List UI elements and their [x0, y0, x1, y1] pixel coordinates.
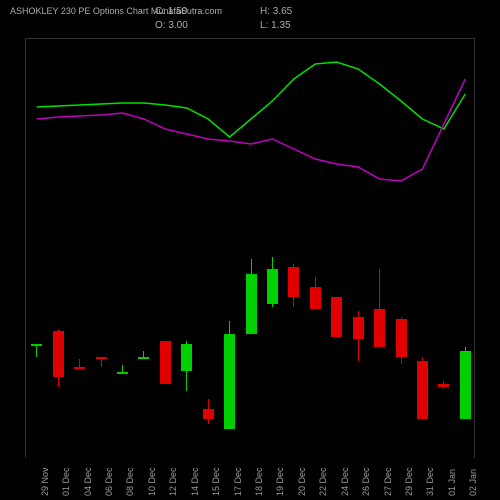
x-axis-label: 01 Dec [61, 467, 71, 496]
chart-area [25, 38, 475, 458]
x-axis-label: 24 Dec [340, 467, 350, 496]
ohlc-close: C: 1.50 [155, 6, 187, 17]
x-axis-label: 18 Dec [254, 467, 264, 496]
x-axis: 29 Nov 01 Dec 04 Dec 06 Dec 08 Dec 10 Dec 12 D… [25, 458, 475, 500]
ohlc-low: L: 1.35 [260, 20, 291, 31]
x-axis-label: 29 Nov [40, 467, 50, 496]
x-axis-label: 06 Dec [104, 467, 114, 496]
indicator-line-green [37, 62, 466, 137]
ohlc-open: O: 3.00 [155, 20, 188, 31]
x-axis-label: 01 Jan [447, 469, 457, 496]
x-axis-label: 19 Dec [275, 467, 285, 496]
indicator-line-magenta [37, 79, 466, 181]
chart-container: ASHOKLEY 230 PE Options Chart MunafaSutr… [0, 0, 500, 500]
chart-title: ASHOKLEY 230 PE Options Chart MunafaSutr… [10, 6, 222, 16]
x-axis-label: 20 Dec [297, 467, 307, 496]
x-axis-label: 27 Dec [383, 467, 393, 496]
x-axis-label: 12 Dec [168, 467, 178, 496]
x-axis-label: 04 Dec [83, 467, 93, 496]
x-axis-label: 17 Dec [233, 467, 243, 496]
ohlc-high: H: 3.65 [260, 6, 292, 17]
x-axis-label: 08 Dec [125, 467, 135, 496]
candlestick-series [26, 239, 476, 459]
x-axis-label: 29 Dec [404, 467, 414, 496]
x-axis-label: 26 Dec [361, 467, 371, 496]
x-axis-label: 14 Dec [190, 467, 200, 496]
x-axis-label: 10 Dec [147, 467, 157, 496]
indicator-lines [26, 39, 476, 219]
x-axis-label: 02 Jan [468, 469, 478, 496]
x-axis-label: 15 Dec [211, 467, 221, 496]
x-axis-label: 31 Dec [425, 467, 435, 496]
x-axis-label: 22 Dec [318, 467, 328, 496]
